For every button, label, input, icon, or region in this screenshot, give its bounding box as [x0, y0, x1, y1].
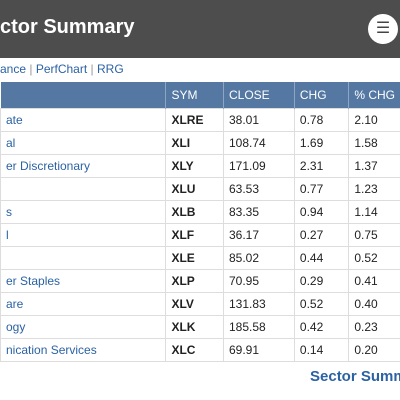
header-cell: SYM: [165, 82, 224, 109]
header-row: SYM CLOSE CHG% CHG: [0, 82, 400, 109]
value-cell: 1.58: [348, 131, 400, 155]
value-cell: 1.37: [348, 154, 400, 178]
sector-name[interactable]: l: [0, 223, 167, 247]
sector-name[interactable]: al: [0, 131, 167, 155]
sector-name[interactable]: are: [0, 292, 167, 316]
value-cell: 0.29: [293, 269, 350, 293]
value-cell: 1.14: [348, 200, 400, 224]
value-cell: 85.02: [222, 246, 295, 270]
header-cell: CHG: [294, 82, 350, 109]
value-cell: 2.31: [293, 154, 350, 178]
title-bar: ctor Summary ☰: [0, 0, 400, 58]
value-cell: 69.91: [222, 338, 295, 362]
sector-name[interactable]: er Staples: [0, 269, 167, 293]
value-cell: 0.52: [348, 246, 400, 270]
value-cell: 38.01: [222, 108, 295, 132]
value-cell: 131.83: [222, 292, 295, 316]
sector-name[interactable]: ogy: [0, 315, 167, 339]
sector-name[interactable]: nication Services: [0, 338, 167, 362]
value-cell: 1.23: [348, 177, 400, 201]
table-row: are XLV 131.83 0.52 0.40: [0, 292, 400, 316]
value-cell: 108.74: [222, 131, 295, 155]
table-row: ogy XLK 185.58 0.42 0.23: [0, 315, 400, 339]
symbol: XLRE: [165, 108, 224, 132]
value-cell: 0.44: [293, 246, 350, 270]
table-row: er Staples XLP 70.95 0.29 0.41: [0, 269, 400, 293]
symbol: XLY: [165, 154, 224, 178]
value-cell: 2.10: [348, 108, 400, 132]
link[interactable]: RRG: [96, 62, 124, 76]
value-cell: 63.53: [222, 177, 295, 201]
symbol: XLK: [165, 315, 224, 339]
table-row: er Discretionary XLY 171.09 2.31 1.37: [0, 154, 400, 178]
link[interactable]: PerfChart: [35, 62, 88, 76]
sector-name[interactable]: [0, 177, 167, 201]
value-cell: 36.17: [222, 223, 295, 247]
symbol: XLU: [165, 177, 224, 201]
value-cell: 1.69: [293, 131, 350, 155]
header-cell: % CHG: [348, 82, 400, 109]
links: ance | PerfChart | RRG: [0, 62, 124, 76]
table-row: l XLF 36.17 0.27 0.75: [0, 223, 400, 247]
table-row: s XLB 83.35 0.94 1.14: [0, 200, 400, 224]
table-row: nication Services XLC 69.91 0.14 0.20: [0, 338, 400, 362]
symbol: XLI: [165, 131, 224, 155]
title: ctor Summary: [0, 16, 135, 38]
value-cell: 0.41: [348, 269, 400, 293]
header-cell: [0, 82, 167, 109]
value-cell: 0.20: [348, 338, 400, 362]
value-cell: 0.42: [293, 315, 350, 339]
value-cell: 0.52: [293, 292, 350, 316]
value-cell: 0.94: [293, 200, 350, 224]
sector-table: SYM CLOSE CHG% CHG ate XLRE 38.01 0.78 2.10 al XL…: [0, 82, 400, 362]
symbol: XLV: [165, 292, 224, 316]
sector-name[interactable]: er Discretionary: [0, 154, 167, 178]
symbol: XLC: [165, 338, 224, 362]
sector-name[interactable]: s: [0, 200, 167, 224]
table-row: al XLI 108.74 1.69 1.58: [0, 131, 400, 155]
value-cell: 0.23: [348, 315, 400, 339]
value-cell: 83.35: [222, 200, 295, 224]
sector-name[interactable]: [0, 246, 167, 270]
value-cell: 0.14: [293, 338, 350, 362]
value-cell: 0.40: [348, 292, 400, 316]
header-cell: CLOSE: [223, 82, 295, 109]
symbol: XLP: [165, 269, 224, 293]
footer-title[interactable]: Sector Summ: [310, 368, 400, 385]
value-cell: 185.58: [222, 315, 295, 339]
table-row: ate XLRE 38.01 0.78 2.10: [0, 108, 400, 132]
value-cell: 0.27: [293, 223, 350, 247]
value-cell: 0.78: [293, 108, 350, 132]
table-row: XLU 63.53 0.77 1.23: [0, 177, 400, 201]
value-cell: 0.77: [293, 177, 350, 201]
value-cell: 70.95: [222, 269, 295, 293]
table-row: XLE 85.02 0.44 0.52: [0, 246, 400, 270]
symbol: XLB: [165, 200, 224, 224]
sector-name[interactable]: ate: [0, 108, 167, 132]
value-cell: 171.09: [222, 154, 295, 178]
symbol: XLE: [165, 246, 224, 270]
symbol: XLF: [165, 223, 224, 247]
link[interactable]: ance: [0, 62, 27, 76]
value-cell: 0.75: [348, 223, 400, 247]
menu-button[interactable]: ☰: [368, 14, 398, 44]
